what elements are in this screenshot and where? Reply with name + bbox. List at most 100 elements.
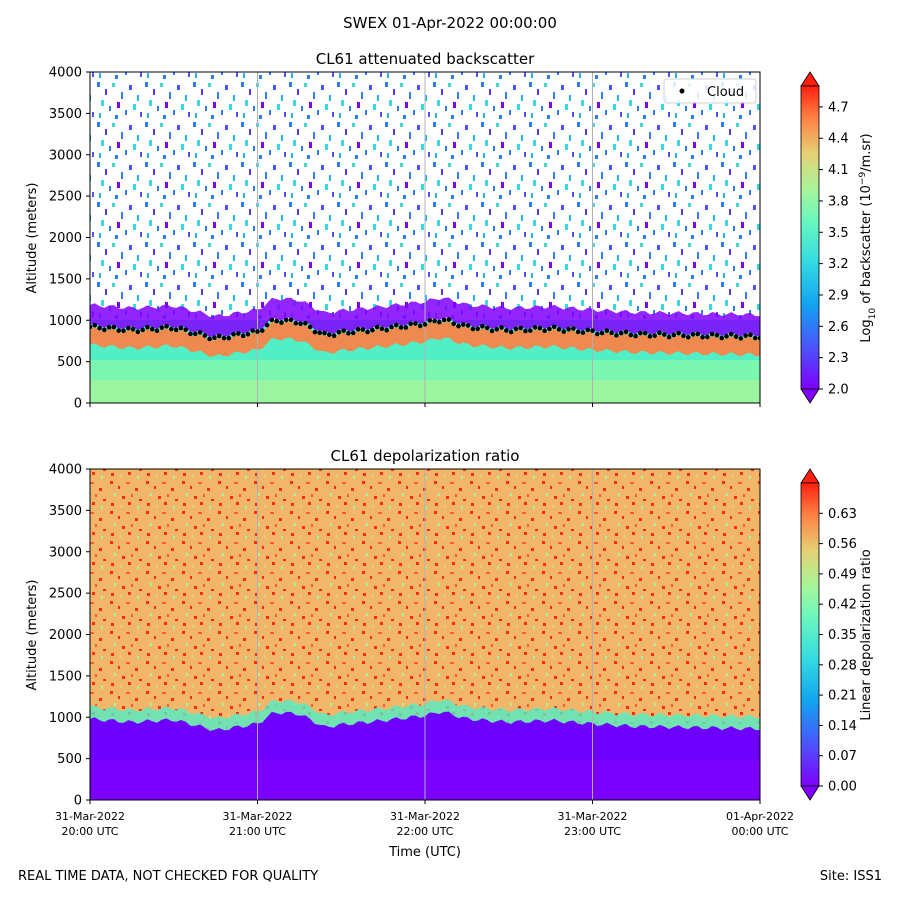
cloud-point [283, 317, 289, 323]
depolarization-title: CL61 depolarization ratio [331, 447, 520, 465]
time-x-axis: 31-Mar-2022 20:00 UTC 31-Mar-2022 21:00 UTC… [55, 800, 794, 838]
cloud-point [566, 326, 571, 332]
depolarization-heatmap [90, 469, 760, 800]
cloud-point [408, 321, 413, 327]
cloud-point [245, 331, 251, 337]
cloud-point [551, 324, 557, 330]
cloud-point [255, 329, 260, 334]
cloud-point [604, 328, 610, 333]
cloud-point [609, 330, 614, 336]
cloud-point [638, 330, 643, 336]
cloud-point [748, 332, 753, 338]
cloud-point [437, 319, 442, 325]
cloud-point [757, 335, 760, 341]
backscatter-y-axis: 0 500 1000 1500 2000 2500 3000 3500 4000 [49, 66, 90, 412]
cloud-point [690, 332, 696, 337]
cloud-point [652, 333, 658, 338]
depolarization-panel: CL61 depolarization ratio 0 500 1000 1500 20… [25, 447, 874, 860]
backscatter-colorbar-tick-label: 3.8 [828, 194, 849, 209]
cloud-point [178, 325, 184, 331]
depolarization-y-axis: 0 500 1000 1500 2000 2500 3000 3500 4000 [49, 463, 90, 809]
backscatter-colorbar-tick-label: 2.3 [828, 351, 849, 366]
depolarization-y-tick-label: 2000 [49, 628, 82, 643]
cloud-point [456, 323, 461, 329]
cloud-point [465, 323, 471, 328]
backscatter-y-tick-label: 500 [57, 355, 82, 370]
cloud-point [422, 322, 428, 327]
cloud-point [752, 335, 758, 341]
cloud-point [92, 322, 98, 328]
cloud-point [336, 329, 342, 335]
cloud-point [370, 327, 375, 333]
cloud-point [145, 324, 150, 330]
cloud-point [102, 327, 107, 333]
depolarization-colorbar: 0.00 0.07 0.14 0.21 0.28 0.35 0.42 0.49 0.56 0.63… [800, 468, 874, 801]
cloud-point [719, 335, 725, 341]
cloud-point [384, 327, 390, 333]
cloud-point [614, 333, 619, 338]
cloud-point [341, 328, 346, 333]
backscatter-colorbar-tick-label: 3.2 [828, 257, 849, 272]
cloud-point [537, 325, 543, 331]
backscatter-colorbar-tick-label: 4.1 [828, 163, 849, 178]
cloud-point [599, 330, 605, 336]
cloud-point [575, 329, 581, 335]
quality-disclaimer: REAL TIME DATA, NOT CHECKED FOR QUALITY [18, 869, 319, 884]
cloud-point [317, 330, 323, 336]
cloud-point [681, 333, 686, 339]
site-label: Site: ISS1 [819, 869, 882, 884]
cloud-point [738, 336, 744, 341]
cloud-base-points [90, 317, 760, 342]
backscatter-colorbar-tick-label: 4.7 [828, 100, 849, 115]
cloud-point [279, 320, 284, 325]
x-tick-time: 23:00 UTC [564, 825, 621, 838]
depolarization-colorbar-tick-label: 0.35 [828, 628, 857, 643]
depolarization-y-tick-label: 1000 [49, 711, 82, 726]
cloud-point [556, 327, 562, 332]
cloud-point [480, 323, 485, 329]
x-tick-time: 00:00 UTC [731, 825, 788, 838]
cloud-point [374, 324, 380, 330]
depolarization-y-tick-label: 2500 [49, 587, 82, 602]
depolarization-colorbar-tick-label: 0.28 [828, 658, 857, 673]
backscatter-y-tick-label: 3500 [49, 107, 82, 122]
backscatter-y-tick-label: 1000 [49, 314, 82, 329]
cloud-point [417, 323, 423, 329]
cloud-point [331, 333, 337, 338]
cloud-point [207, 336, 212, 342]
cloud-point [728, 331, 734, 337]
depolarization-y-tick-label: 1500 [49, 669, 82, 684]
cloud-point [130, 326, 136, 332]
cloud-point [202, 333, 208, 338]
cloud-point [403, 325, 409, 330]
x-tick-date: 31-Mar-2022 [558, 810, 628, 823]
cloud-point [427, 318, 433, 323]
cloud-point [527, 328, 533, 333]
legend-entry-cloud: Cloud [707, 85, 744, 100]
depolarization-colorbar-label: Linear depolarization ratio [859, 549, 874, 720]
cloud-point [125, 325, 131, 331]
cloud-point [733, 334, 739, 339]
cloud-point [700, 334, 705, 340]
x-axis-label: Time (UTC) [388, 845, 461, 860]
depolarization-colorbar-tick-label: 0.07 [828, 749, 857, 764]
cloud-point [580, 330, 586, 335]
cloud-point [149, 326, 155, 332]
depolarization-colorbar-tick-label: 0.56 [828, 537, 857, 552]
depolarization-y-tick-label: 3000 [49, 545, 82, 560]
cloud-point [164, 324, 169, 329]
cloud-point [183, 327, 189, 332]
depolarization-colorbar-tick-label: 0.00 [828, 780, 857, 795]
backscatter-panel: CL61 attenuated backscatter 0 500 1000 1500… [25, 50, 878, 412]
cloud-point [106, 325, 112, 330]
cloud-point [288, 317, 294, 323]
depolarization-colorbar-tick-label: 0.14 [828, 719, 857, 734]
cloud-point [508, 329, 514, 335]
x-tick-date: 31-Mar-2022 [55, 810, 125, 823]
cloud-point [489, 328, 495, 334]
cloud-point [231, 331, 236, 337]
cloud-point [547, 326, 552, 332]
cloud-point [188, 331, 193, 337]
cloud-point [169, 326, 174, 332]
cloud-point [504, 328, 509, 333]
